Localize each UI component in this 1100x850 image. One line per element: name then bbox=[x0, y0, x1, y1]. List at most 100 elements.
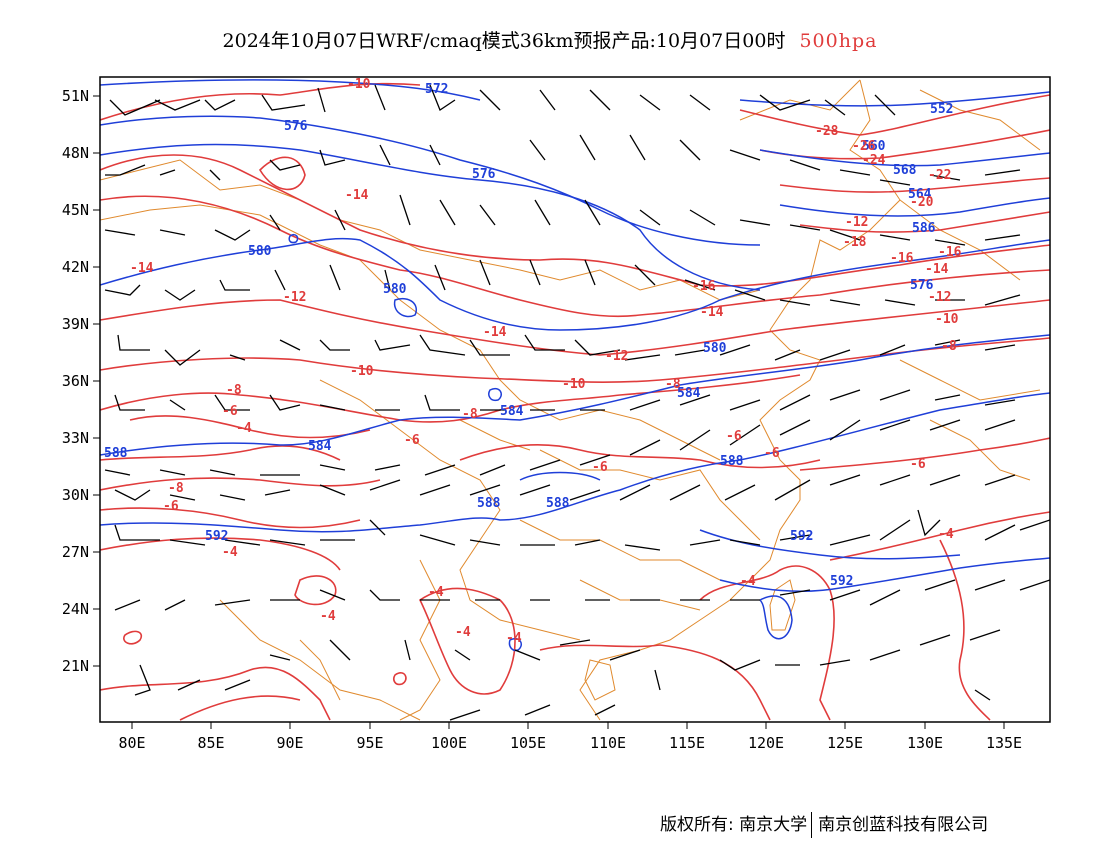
temperature-label: -6 bbox=[222, 404, 238, 419]
temperature-label: -10 bbox=[350, 364, 374, 379]
temperature-label: -16 bbox=[890, 251, 914, 266]
temperature-label: -4 bbox=[236, 421, 252, 436]
temperature-label: -8 bbox=[168, 481, 184, 496]
y-tick-label: 51N bbox=[62, 87, 89, 105]
temperature-labels: -10 -14 -14 -12 -10 -14 -12 -10 -8 -8 -6… bbox=[130, 77, 962, 646]
y-tick-label: 36N bbox=[62, 372, 89, 390]
temperature-label: -28 bbox=[815, 124, 839, 139]
x-tick-label: 135E bbox=[986, 734, 1022, 752]
temperature-label: -8 bbox=[941, 339, 957, 354]
temperature-label: -12 bbox=[928, 290, 951, 305]
y-axis-labels: 51N 48N 45N 42N 39N 36N 33N 30N 27N 24N … bbox=[62, 87, 89, 675]
temperature-label: -6 bbox=[404, 433, 420, 448]
x-tick-label: 100E bbox=[431, 734, 467, 752]
height-label: 552 bbox=[930, 102, 953, 117]
temperature-label: -14 bbox=[345, 188, 369, 203]
temperature-contours bbox=[100, 82, 1050, 721]
temperature-label: -16 bbox=[692, 279, 716, 294]
x-tick-label: 105E bbox=[510, 734, 546, 752]
height-label: 592 bbox=[205, 529, 228, 544]
pressure-level-label: 500hpa bbox=[799, 30, 878, 52]
temperature-label: -4 bbox=[506, 631, 522, 646]
temperature-label: -4 bbox=[320, 609, 336, 624]
temperature-label: -4 bbox=[938, 527, 954, 542]
y-tick-label: 45N bbox=[62, 201, 89, 219]
temperature-label: -8 bbox=[462, 407, 478, 422]
temperature-label: -8 bbox=[226, 383, 242, 398]
wind-barbs bbox=[104, 84, 1050, 721]
map-title: 2024年10月07日WRF/cmaq模式36km预报产品:10月07日00时 5… bbox=[0, 26, 1100, 53]
y-tick-label: 48N bbox=[62, 144, 89, 162]
temperature-label: -16 bbox=[938, 245, 962, 260]
temperature-label: -10 bbox=[935, 312, 959, 327]
y-tick-label: 21N bbox=[62, 657, 89, 675]
x-tick-label: 130E bbox=[907, 734, 943, 752]
height-label: 584 bbox=[500, 404, 524, 419]
footer-divider bbox=[811, 812, 813, 838]
height-label: 592 bbox=[790, 529, 813, 544]
height-label: 588 bbox=[546, 496, 570, 511]
x-tick-label: 95E bbox=[356, 734, 383, 752]
temperature-label: -14 bbox=[925, 262, 949, 277]
temperature-label: -4 bbox=[740, 574, 756, 589]
height-labels: 572 576 552 576 568 580 584 588 592 586 … bbox=[104, 82, 953, 589]
temperature-label: -4 bbox=[455, 625, 471, 640]
y-tick-label: 24N bbox=[62, 600, 89, 618]
height-label: 580 bbox=[248, 244, 272, 259]
temperature-label: -14 bbox=[130, 261, 154, 276]
title-main: 2024年10月07日WRF/cmaq模式36km预报产品:10月07日00时 bbox=[222, 30, 786, 52]
temperature-label: -22 bbox=[928, 168, 951, 183]
temperature-label: -24 bbox=[862, 153, 886, 168]
height-label: 588 bbox=[720, 454, 744, 469]
temperature-label: -12 bbox=[605, 349, 628, 364]
copyright-right: 南京创蓝科技有限公司 bbox=[818, 815, 989, 835]
height-label: 588 bbox=[104, 446, 128, 461]
x-tick-label: 115E bbox=[669, 734, 705, 752]
x-tick-label: 80E bbox=[118, 734, 145, 752]
x-tick-label: 110E bbox=[590, 734, 626, 752]
height-label: 576 bbox=[910, 278, 934, 293]
y-tick-label: 39N bbox=[62, 315, 89, 333]
temperature-label: -12 bbox=[845, 215, 868, 230]
temperature-label: -6 bbox=[592, 460, 608, 475]
x-axis-labels: 80E 85E 90E 95E 100E 105E 110E 115E 120E… bbox=[118, 734, 1022, 752]
temperature-label: -6 bbox=[910, 457, 926, 472]
height-label: 572 bbox=[425, 82, 448, 97]
height-label: 580 bbox=[703, 341, 727, 356]
height-label: 568 bbox=[893, 163, 917, 178]
height-contours bbox=[100, 79, 1050, 652]
temperature-label: -4 bbox=[222, 545, 238, 560]
x-tick-label: 90E bbox=[276, 734, 303, 752]
height-label: 564 bbox=[908, 187, 932, 202]
height-label: 592 bbox=[830, 574, 853, 589]
y-tick-label: 33N bbox=[62, 429, 89, 447]
y-tick-label: 27N bbox=[62, 543, 89, 561]
map-frame bbox=[99, 76, 1051, 723]
axis-ticks bbox=[93, 95, 1005, 729]
height-label: 576 bbox=[284, 119, 308, 134]
temperature-label: -20 bbox=[910, 195, 934, 210]
y-tick-label: 42N bbox=[62, 258, 89, 276]
copyright-left: 版权所有: 南京大学 bbox=[660, 815, 808, 835]
temperature-label: -14 bbox=[483, 325, 507, 340]
temperature-label: -6 bbox=[163, 499, 179, 514]
temperature-label: -18 bbox=[843, 235, 867, 250]
height-label: 580 bbox=[383, 282, 407, 297]
copyright-footer: 版权所有: 南京大学 南京创蓝科技有限公司 bbox=[660, 810, 988, 838]
temperature-label: -4 bbox=[428, 585, 444, 600]
height-label: 584 bbox=[308, 439, 332, 454]
x-tick-label: 125E bbox=[827, 734, 863, 752]
x-tick-label: 85E bbox=[197, 734, 224, 752]
temperature-label: -6 bbox=[726, 429, 742, 444]
temperature-label: -10 bbox=[562, 377, 586, 392]
height-label: 560 bbox=[862, 139, 886, 154]
temperature-label: -8 bbox=[665, 377, 681, 392]
y-tick-label: 30N bbox=[62, 486, 89, 504]
temperature-label: -12 bbox=[283, 290, 306, 305]
temperature-label: -10 bbox=[347, 77, 371, 92]
x-tick-label: 120E bbox=[748, 734, 784, 752]
temperature-label: -6 bbox=[764, 446, 780, 461]
height-label: 576 bbox=[472, 167, 496, 182]
height-label: 586 bbox=[912, 221, 936, 236]
